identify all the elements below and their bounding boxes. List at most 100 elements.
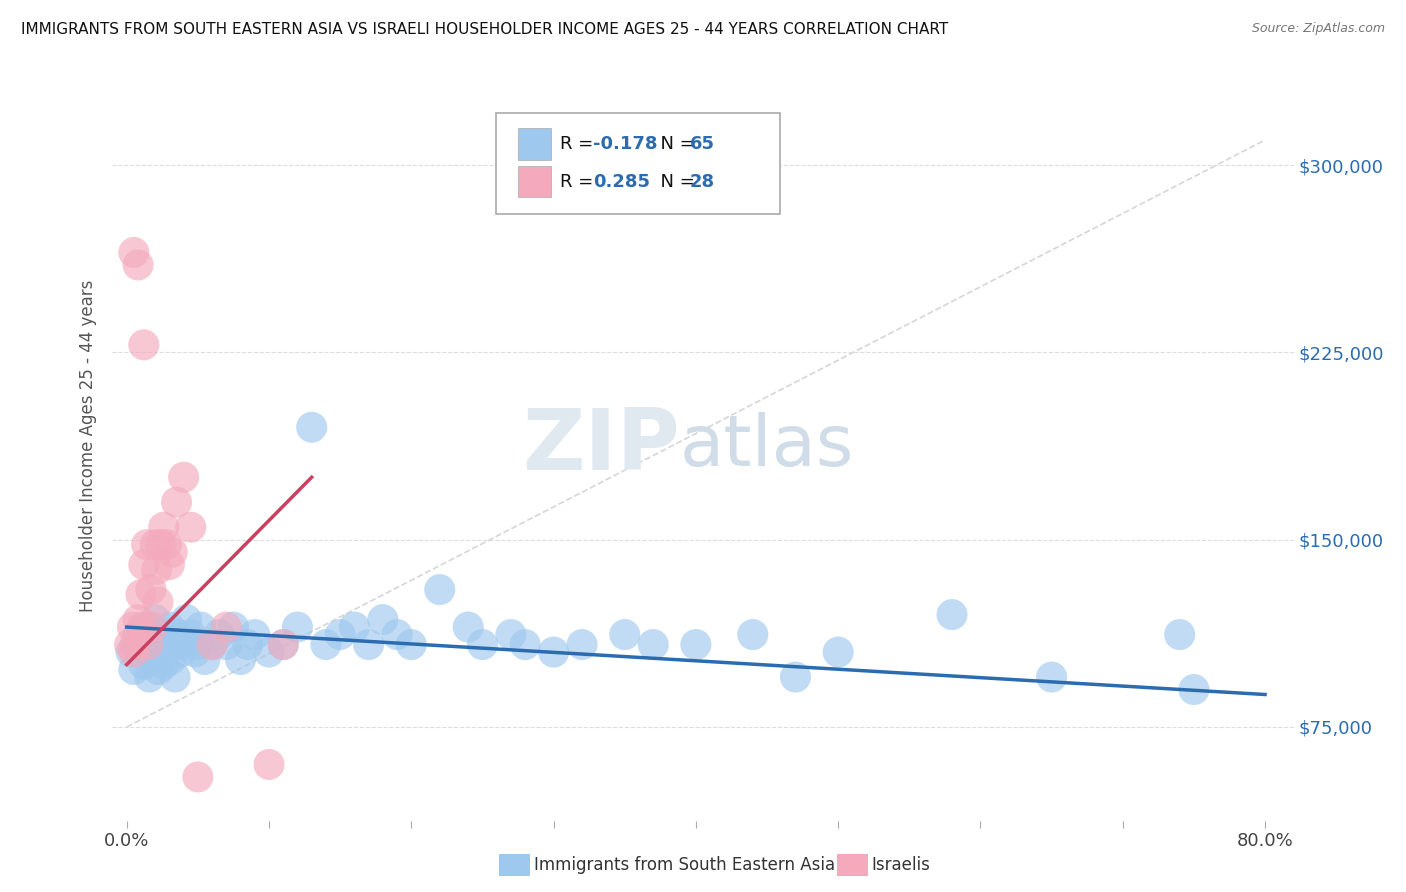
Point — [141, 620, 163, 634]
Point — [385, 627, 408, 641]
Point — [187, 638, 209, 652]
Point — [190, 620, 212, 634]
Point — [139, 582, 162, 597]
Point — [513, 638, 536, 652]
Point — [184, 645, 207, 659]
Point — [1040, 670, 1063, 684]
Point — [785, 670, 807, 684]
Text: -0.178: -0.178 — [593, 135, 658, 153]
Point — [149, 538, 172, 552]
Point — [401, 638, 423, 652]
Text: R =: R = — [560, 135, 599, 153]
Text: N =: N = — [648, 135, 700, 153]
Point — [120, 645, 142, 659]
Point — [1168, 627, 1191, 641]
Text: IMMIGRANTS FROM SOUTH EASTERN ASIA VS ISRAELI HOUSEHOLDER INCOME AGES 25 - 44 YE: IMMIGRANTS FROM SOUTH EASTERN ASIA VS IS… — [21, 22, 948, 37]
Text: R =: R = — [560, 172, 599, 191]
Point — [173, 638, 195, 652]
Point — [201, 638, 224, 652]
Point — [471, 638, 494, 652]
Point — [138, 670, 160, 684]
Point — [134, 620, 156, 634]
Point — [129, 638, 152, 652]
Point — [457, 620, 479, 634]
Point — [941, 607, 963, 622]
Point — [122, 663, 145, 677]
Point — [343, 620, 366, 634]
Point — [208, 627, 231, 641]
Point — [162, 545, 184, 559]
Point — [166, 495, 188, 509]
Text: Israelis: Israelis — [872, 856, 931, 874]
Text: 28: 28 — [690, 172, 716, 191]
Text: atlas: atlas — [679, 411, 853, 481]
Point — [243, 627, 266, 641]
Point — [132, 657, 155, 672]
Point — [145, 645, 167, 659]
Point — [827, 645, 849, 659]
Point — [118, 638, 141, 652]
Point — [149, 638, 172, 652]
Point — [141, 652, 163, 666]
Point — [271, 638, 294, 652]
Point — [146, 663, 169, 677]
Point — [180, 520, 202, 534]
Point — [136, 638, 159, 652]
Point — [162, 638, 184, 652]
Point — [150, 627, 173, 641]
Point — [132, 558, 155, 572]
Point — [170, 645, 193, 659]
Point — [194, 652, 217, 666]
Point — [122, 645, 145, 659]
Point — [229, 652, 252, 666]
Point — [357, 638, 380, 652]
Point — [127, 258, 149, 272]
Point — [159, 652, 181, 666]
Point — [215, 638, 238, 652]
Text: ZIP: ZIP — [522, 404, 679, 488]
Point — [146, 595, 169, 609]
Point — [613, 627, 636, 641]
Point — [180, 627, 202, 641]
Point — [571, 638, 593, 652]
Point — [315, 638, 337, 652]
Point — [157, 620, 180, 634]
FancyBboxPatch shape — [496, 112, 780, 214]
Point — [127, 613, 149, 627]
Point — [145, 563, 167, 577]
Text: 65: 65 — [690, 135, 716, 153]
Point — [165, 670, 187, 684]
Point — [215, 620, 238, 634]
Point — [685, 638, 707, 652]
Point — [173, 470, 195, 484]
Point — [301, 420, 323, 434]
Point — [152, 520, 174, 534]
Text: Source: ZipAtlas.com: Source: ZipAtlas.com — [1251, 22, 1385, 36]
Point — [155, 538, 177, 552]
Point — [129, 588, 152, 602]
Point — [236, 638, 259, 652]
Point — [136, 638, 159, 652]
Point — [124, 638, 146, 652]
Point — [143, 613, 166, 627]
Point — [135, 538, 157, 552]
Point — [121, 620, 143, 634]
Point — [127, 627, 149, 641]
Point — [643, 638, 665, 652]
Point — [143, 538, 166, 552]
Text: 0.285: 0.285 — [593, 172, 650, 191]
Point — [201, 638, 224, 652]
Text: Immigrants from South Eastern Asia: Immigrants from South Eastern Asia — [534, 856, 835, 874]
Point — [257, 757, 280, 772]
Point — [271, 638, 294, 652]
Point — [187, 770, 209, 784]
Point — [499, 627, 522, 641]
Point — [543, 645, 565, 659]
Point — [167, 627, 190, 641]
Point — [741, 627, 763, 641]
Y-axis label: Householder Income Ages 25 - 44 years: Householder Income Ages 25 - 44 years — [79, 280, 97, 612]
Bar — [517, 166, 551, 197]
Bar — [517, 128, 551, 160]
Point — [166, 638, 188, 652]
Point — [429, 582, 451, 597]
